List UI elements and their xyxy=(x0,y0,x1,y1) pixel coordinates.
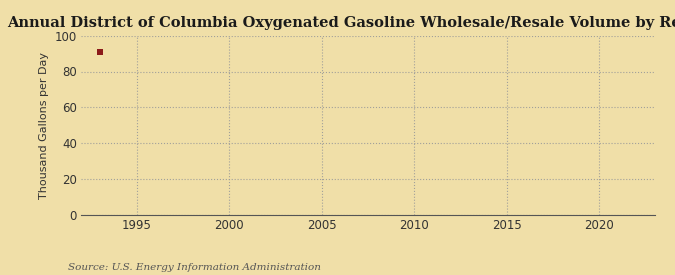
Title: Annual District of Columbia Oxygenated Gasoline Wholesale/Resale Volume by Refin: Annual District of Columbia Oxygenated G… xyxy=(7,16,675,31)
Y-axis label: Thousand Gallons per Day: Thousand Gallons per Day xyxy=(39,52,49,199)
Text: Source: U.S. Energy Information Administration: Source: U.S. Energy Information Administ… xyxy=(68,263,321,272)
